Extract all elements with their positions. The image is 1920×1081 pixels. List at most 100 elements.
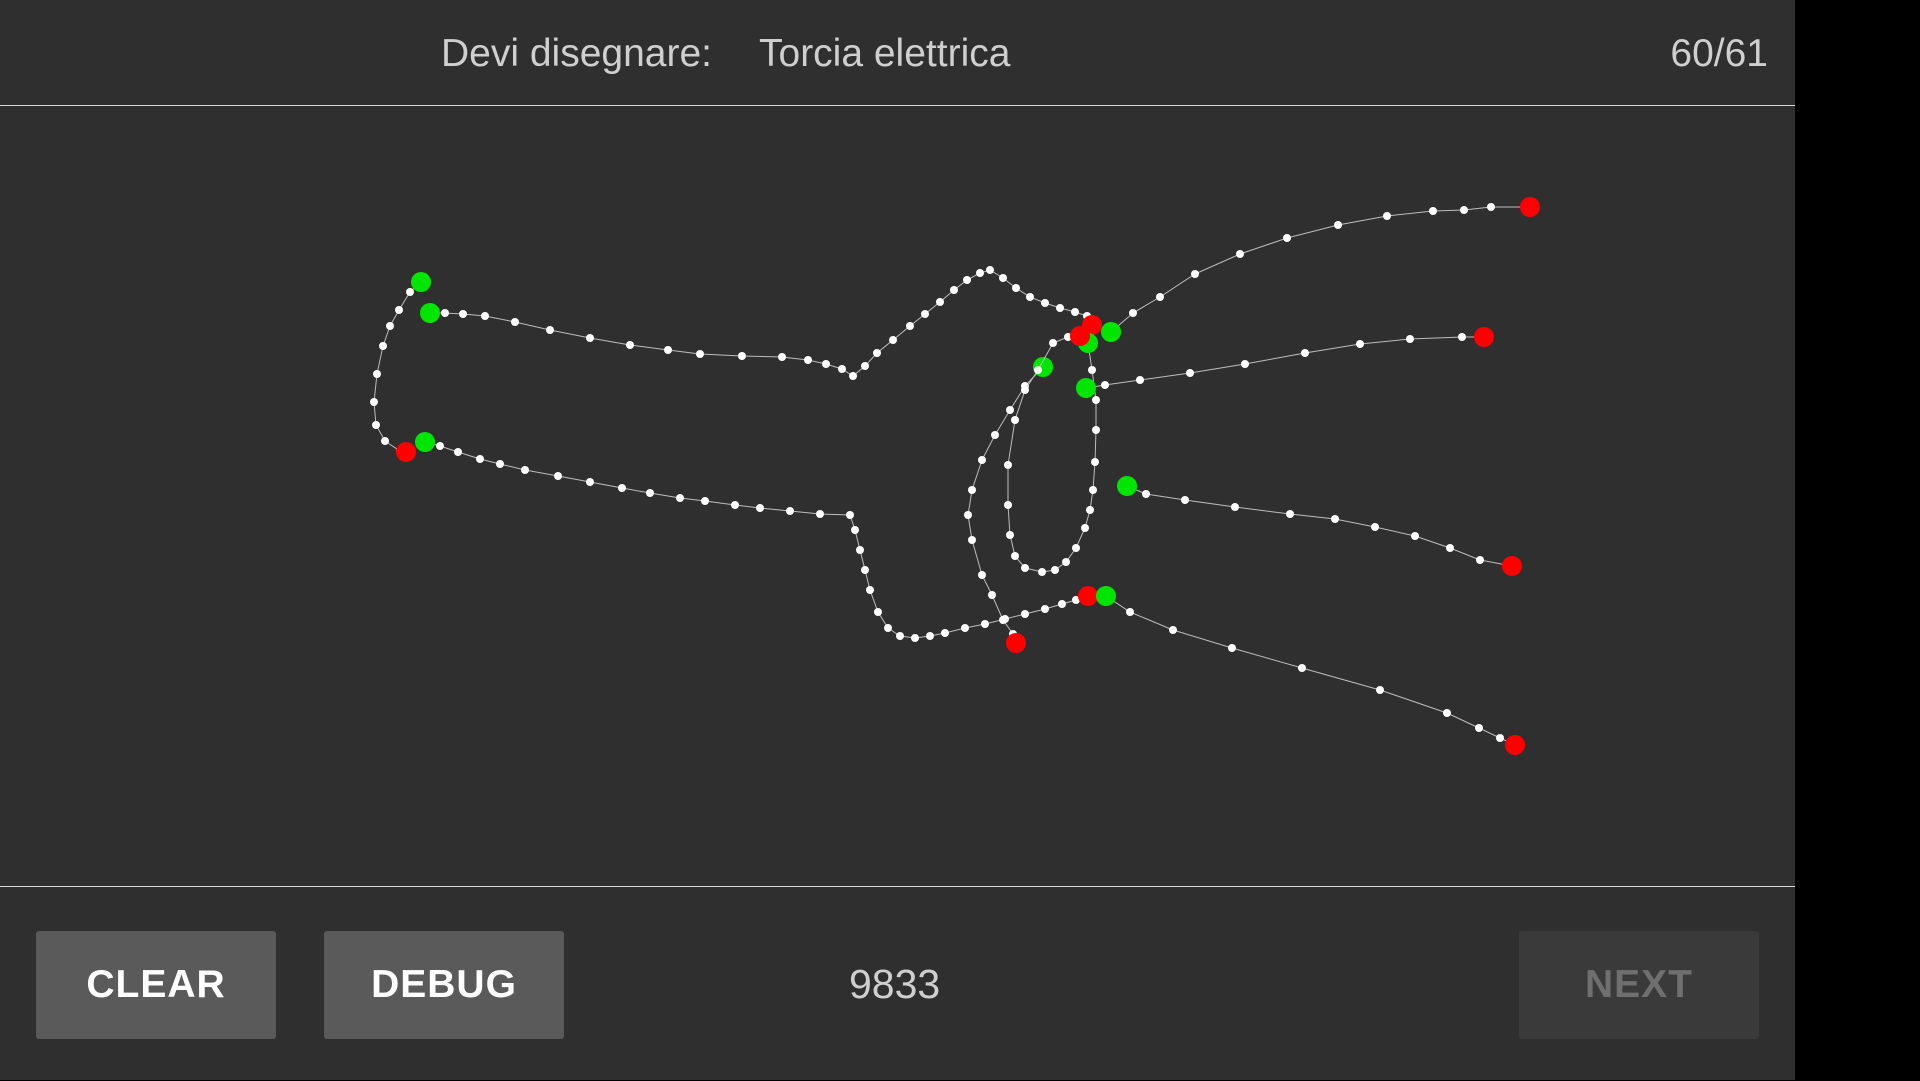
stroke-point (1089, 486, 1097, 494)
sketch-stroke (1101, 197, 1540, 342)
stroke-point (961, 624, 969, 632)
stroke-point (454, 448, 462, 456)
stroke-point (756, 504, 764, 512)
stroke-point (1041, 299, 1049, 307)
stroke-point (646, 489, 654, 497)
stroke-point (1458, 333, 1466, 341)
stroke-end-point (1502, 556, 1522, 576)
stroke-point (999, 616, 1007, 624)
stroke-point (921, 310, 929, 318)
stroke-point (936, 298, 944, 306)
debug-button[interactable]: DEBUG (324, 931, 564, 1039)
stroke-point (1376, 686, 1384, 694)
stroke-point (481, 312, 489, 320)
stroke-end-point (1006, 633, 1026, 653)
header-bar: Devi disegnare: Torcia elettrica 60/61 (0, 0, 1795, 106)
stroke-point (395, 306, 403, 314)
stroke-point (511, 318, 519, 326)
stroke-point (1012, 284, 1020, 292)
stroke-point (496, 460, 504, 468)
stroke-point (873, 349, 881, 357)
stroke-end-point (1474, 327, 1494, 347)
stroke-point (1169, 626, 1177, 634)
stroke-point (1071, 308, 1079, 316)
sketch-stroke (370, 272, 431, 462)
sketch-stroke (1004, 326, 1100, 576)
stroke-point (1026, 293, 1034, 301)
stroke-point (1081, 524, 1089, 532)
stroke-point (1356, 340, 1364, 348)
stroke-point (1298, 664, 1306, 672)
stroke-point (874, 608, 882, 616)
sketch-stroke (1117, 476, 1522, 576)
stroke-point (373, 370, 381, 378)
stroke-point (701, 497, 709, 505)
stroke-point (370, 398, 378, 406)
stroke-point (1092, 426, 1100, 434)
stroke-point (1006, 406, 1014, 414)
stroke-point (1049, 339, 1057, 347)
stroke-end-point (1078, 586, 1098, 606)
stroke-point (1091, 458, 1099, 466)
stroke-point (476, 455, 484, 463)
stroke-point (911, 634, 919, 642)
stroke-point (1051, 566, 1059, 574)
stroke-point (1406, 335, 1414, 343)
stroke-path (1085, 336, 1484, 389)
stroke-point (696, 350, 704, 358)
stroke-path (1007, 335, 1097, 573)
stroke-point (950, 286, 958, 294)
stroke-start-point (411, 272, 431, 292)
stroke-end-point (1520, 197, 1540, 217)
stroke-point (1062, 558, 1070, 566)
stroke-point (406, 288, 414, 296)
stroke-point (1446, 544, 1454, 552)
stroke-point (976, 269, 984, 277)
score-value: 9833 (849, 961, 941, 1007)
stroke-point (838, 365, 846, 373)
stroke-point (968, 486, 976, 494)
stroke-point (896, 632, 904, 640)
stroke-point (988, 591, 996, 599)
stroke-point (1011, 416, 1019, 424)
next-button[interactable]: NEXT (1519, 931, 1759, 1039)
stroke-point (386, 322, 394, 330)
stroke-point (618, 484, 626, 492)
stroke-point (1088, 366, 1096, 374)
stroke-point (861, 362, 869, 370)
stroke-point (1301, 349, 1309, 357)
stroke-point (1283, 234, 1291, 242)
stroke-point (999, 274, 1007, 282)
stroke-point (978, 456, 986, 464)
stroke-point (459, 310, 467, 318)
stroke-point (778, 353, 786, 361)
clear-button[interactable]: CLEAR (36, 931, 276, 1039)
stroke-path (1110, 206, 1530, 333)
stroke-point (521, 466, 529, 474)
stroke-point (941, 629, 949, 637)
stroke-point (1072, 596, 1080, 604)
drawing-canvas[interactable] (0, 106, 1795, 886)
stroke-point (1129, 309, 1137, 317)
stroke-point (1101, 381, 1109, 389)
stroke-point (1126, 608, 1134, 616)
stroke-point (626, 341, 634, 349)
stroke-point (986, 266, 994, 274)
sketch-stroke (1076, 327, 1494, 398)
stroke-point (676, 494, 684, 502)
stroke-start-point (415, 432, 435, 452)
stroke-point (1429, 207, 1437, 215)
stroke-point (379, 342, 387, 350)
stroke-point (1476, 556, 1484, 564)
stroke-point (664, 346, 672, 354)
stroke-point (906, 322, 914, 330)
stroke-point (804, 356, 812, 364)
stroke-point (856, 546, 864, 554)
sketch-stroke (1096, 586, 1525, 755)
stroke-point (978, 571, 986, 579)
stroke-point (586, 478, 594, 486)
stroke-point (1236, 250, 1244, 258)
stroke-point (963, 276, 971, 284)
stroke-point (1496, 734, 1504, 742)
stroke-start-point (1101, 322, 1121, 342)
